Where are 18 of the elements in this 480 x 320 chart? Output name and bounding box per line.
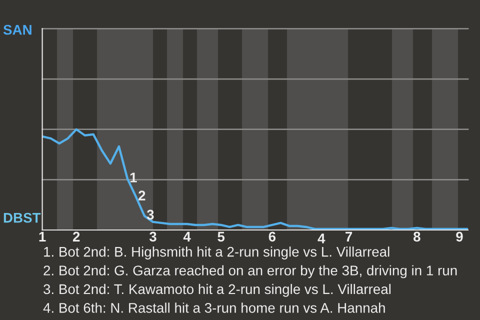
- x-tick-label: 7: [346, 232, 352, 242]
- text: 1. Bot 2nd: B. Highsmith hit a 2-run single vs L. Villarreal: [44, 246, 390, 260]
- x-tick-label: 5: [218, 232, 225, 242]
- x-tick-label: 4: [183, 232, 191, 242]
- text: SAN: [3, 24, 32, 35]
- x-tick-label: 2: [72, 232, 80, 242]
- annotation: 3: [146, 210, 154, 220]
- annotation: 2: [138, 190, 146, 200]
- x-tick-label: 1: [39, 232, 46, 242]
- text: 4. Bot 6th: N. Rastall hit a 3-run home run vs A. Hannah: [43, 302, 385, 313]
- x-tick-label: 3: [149, 232, 156, 242]
- annotation: 1: [130, 172, 137, 182]
- x-tick-label: 6: [268, 232, 276, 242]
- text: DBST: [4, 212, 41, 223]
- x-tick-label: 9: [456, 232, 463, 242]
- text: 3. Bot 2nd: T. Kawamoto hit a 2-run single vs L. Villarreal: [44, 284, 391, 297]
- text: 2. Bot 2nd: G. Garza reached on an error by the 3B, driving in 1 run: [44, 265, 457, 278]
- x-tick-label: 8: [413, 232, 420, 242]
